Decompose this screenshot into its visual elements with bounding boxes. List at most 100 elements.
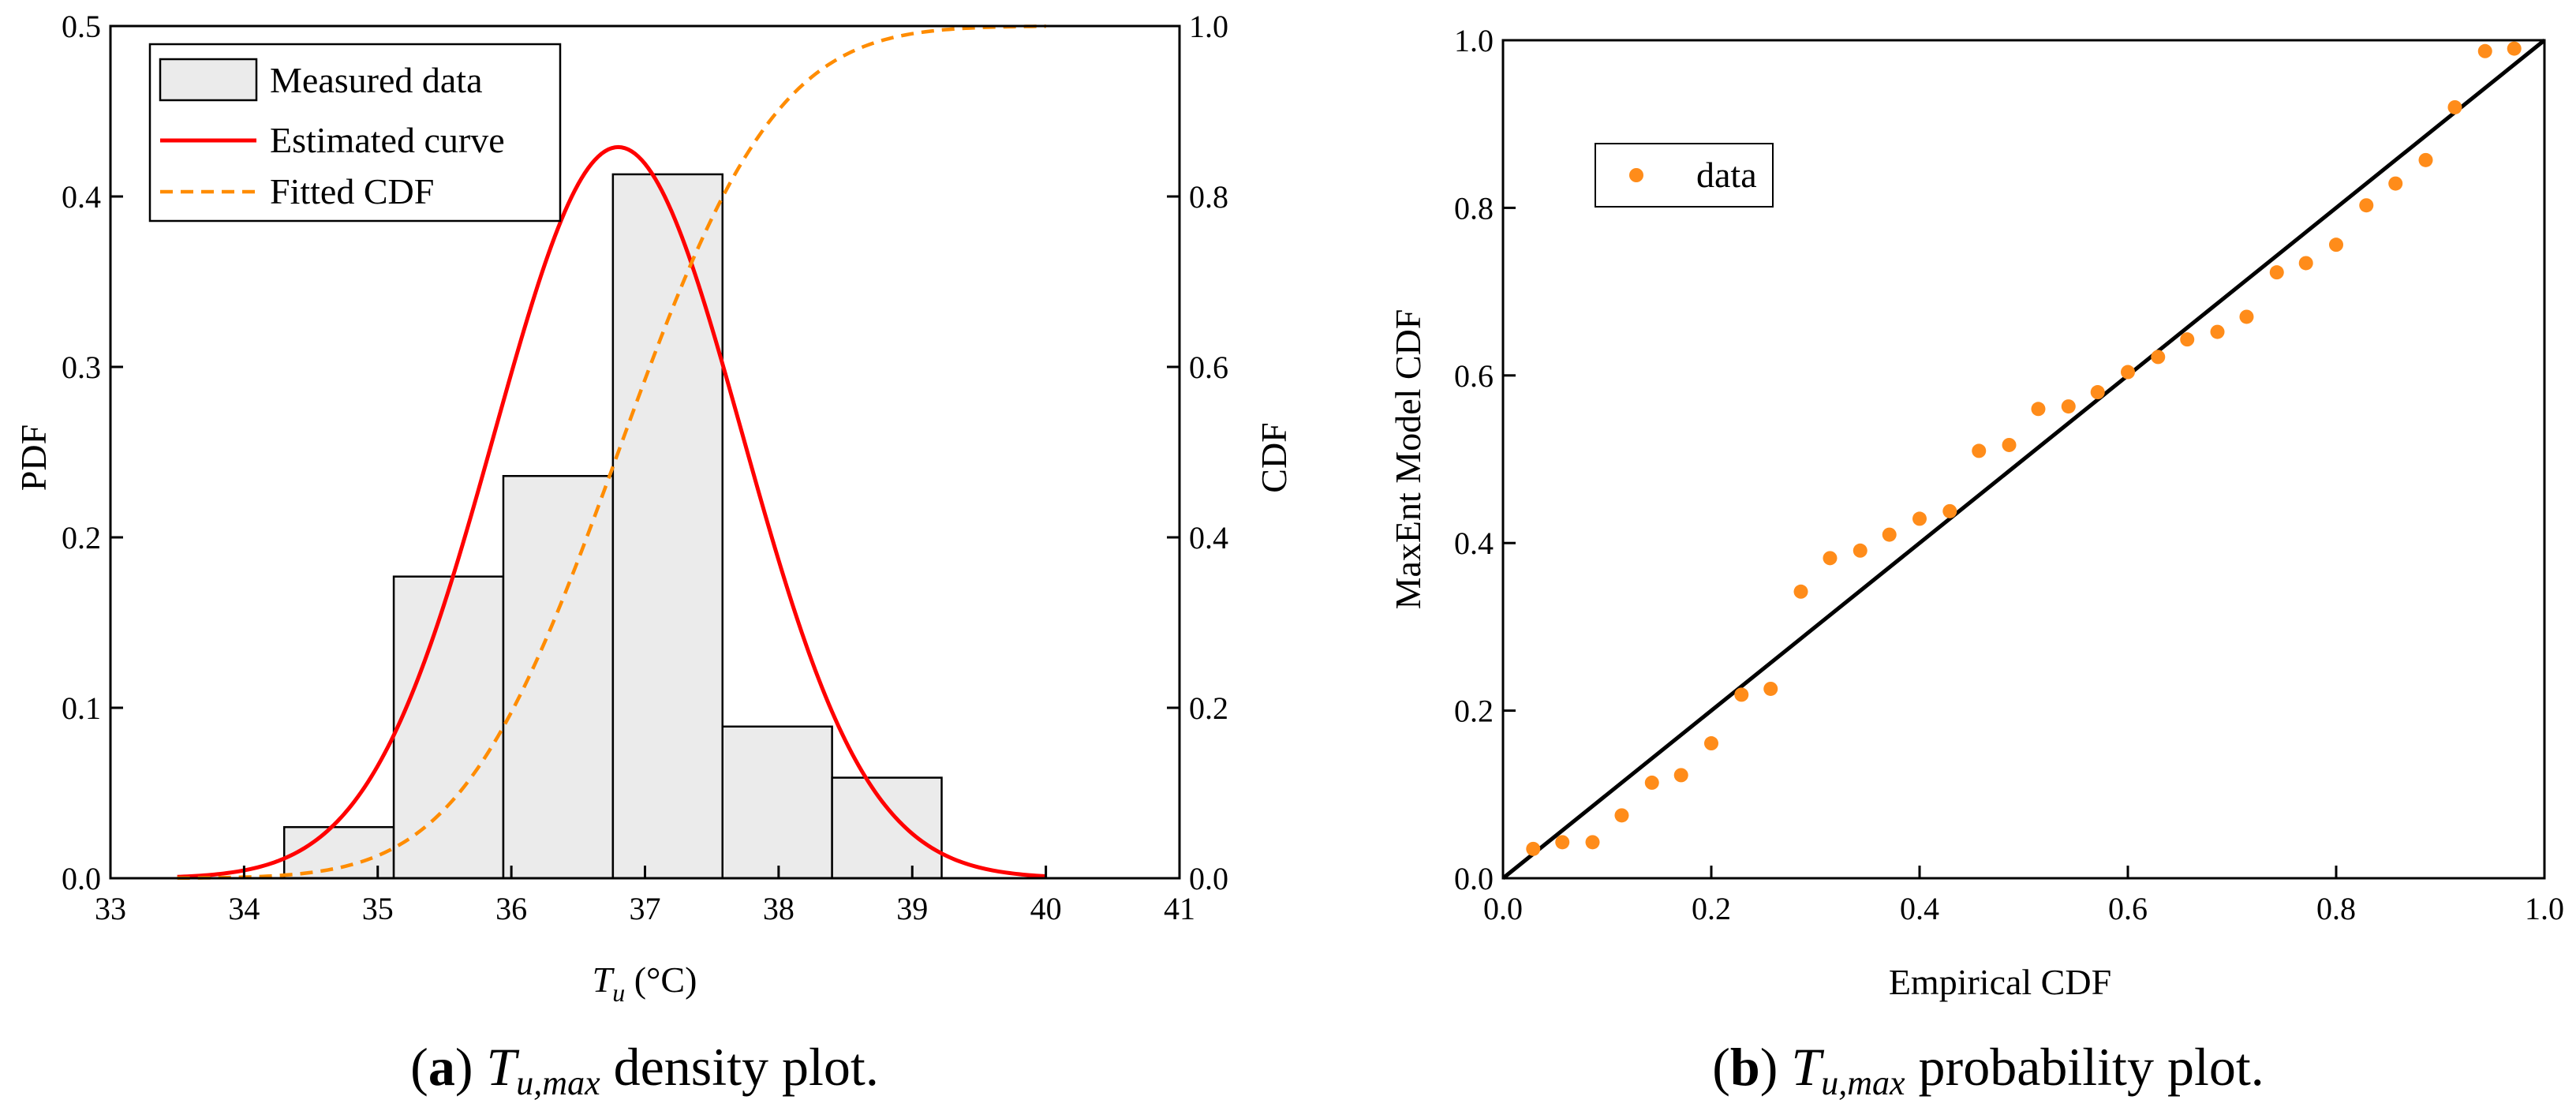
y2-axis-label-cdf: CDF	[1254, 422, 1294, 492]
x-tick-label-a-4: 37	[630, 891, 661, 926]
caption-a-open: (	[410, 1037, 428, 1097]
data-point-24	[2239, 309, 2254, 324]
legend-swatch-measured	[159, 58, 258, 102]
x-tick-label-a-2: 35	[362, 891, 394, 926]
y-axis-ticks-b: 0.0 0.2 0.4 0.6 0.8 1.0	[1454, 23, 1516, 896]
data-point-9	[1793, 584, 1808, 599]
x-tick-label-b-5: 1.0	[2525, 891, 2564, 926]
caption-a-label: a	[428, 1037, 455, 1097]
y-tick-label-a-5: 0.5	[62, 9, 101, 44]
caption-b-subscript: u,max	[1821, 1064, 1905, 1102]
y2-tick-label-a-5: 1.0	[1189, 9, 1228, 44]
data-point-4	[1644, 775, 1659, 790]
data-point-25	[2269, 265, 2284, 280]
data-point-0	[1526, 841, 1541, 856]
x-label-subscript: u	[612, 978, 625, 1007]
caption-b-close: )	[1760, 1037, 1792, 1097]
x-label-symbol: T	[593, 960, 615, 1000]
y-tick-label-a-3: 0.3	[62, 350, 101, 385]
data-point-5	[1673, 768, 1688, 783]
x-tick-label-b-2: 0.4	[1900, 891, 1939, 926]
data-point-14	[1942, 503, 1957, 518]
x-tick-label-a-7: 40	[1030, 891, 1062, 926]
caption-b-text: probability plot.	[1905, 1037, 2264, 1097]
y-tick-label-b-1: 0.2	[1454, 694, 1494, 729]
panel-b-probability-plot: 0.0 0.2 0.4 0.6 0.8 1.0 0.0 0.2 0.4 0.6 0.8 1.0 da…	[1388, 23, 2564, 1102]
histogram-bar-4	[721, 725, 833, 880]
legend-a: Measured data Estimated curve Fitted CDF	[148, 43, 562, 223]
data-point-21	[2151, 350, 2166, 365]
histogram-bar-2	[502, 474, 615, 880]
data-point-11	[1853, 543, 1868, 558]
data-point-3	[1614, 808, 1629, 823]
y-tick-label-a-1: 0.1	[62, 690, 101, 726]
panel-a-density-plot: 33 34 35 36 37 38 39 40 41 0.0 0.1 0.2 0.3 0.4 0.5 0.…	[13, 9, 1294, 1102]
x-tick-label-b-0: 0.0	[1483, 891, 1523, 926]
x-tick-label-a-0: 33	[95, 891, 126, 926]
data-point-32	[2477, 43, 2492, 58]
data-point-23	[2210, 324, 2225, 339]
y-tick-label-b-5: 1.0	[1454, 23, 1494, 58]
x-tick-label-a-5: 38	[763, 891, 794, 926]
y-tick-label-b-3: 0.6	[1454, 358, 1494, 394]
caption-a-symbol: T	[486, 1037, 519, 1097]
data-point-22	[2180, 332, 2195, 347]
y-axis-label-pdf: PDF	[13, 425, 54, 491]
x-axis-label-tu: Tu (°C)	[593, 960, 697, 1007]
legend-label-fitted-cdf: Fitted CDF	[270, 171, 434, 211]
y2-tick-label-a-3: 0.6	[1189, 350, 1228, 385]
x-tick-label-b-4: 0.8	[2316, 891, 2356, 926]
x-tick-label-a-1: 34	[228, 891, 260, 926]
histogram-bar-5	[831, 776, 943, 880]
y2-tick-label-a-1: 0.2	[1189, 690, 1228, 726]
caption-b-label: b	[1730, 1037, 1760, 1097]
data-point-8	[1763, 681, 1778, 696]
x-axis-ticks-a: 33 34 35 36 37 38 39 40 41	[95, 866, 1195, 926]
legend-label-measured: Measured data	[270, 60, 483, 100]
data-point-19	[2090, 385, 2105, 400]
data-point-31	[2447, 99, 2462, 114]
data-point-28	[2359, 198, 2374, 213]
x-tick-label-a-8: 41	[1164, 891, 1195, 926]
caption-b-symbol: T	[1791, 1037, 1824, 1097]
legend-marker-data	[1629, 168, 1643, 182]
estimated-pdf-curve	[177, 144, 1046, 879]
x-label-unit: (°C)	[625, 960, 697, 1000]
x-axis-label-empirical: Empirical CDF	[1889, 962, 2111, 1002]
data-point-16	[2002, 437, 2017, 452]
data-point-1	[1555, 835, 1570, 850]
y2-tick-label-a-4: 0.8	[1189, 179, 1228, 215]
y-tick-label-a-2: 0.2	[62, 520, 101, 556]
y-axis-ticks-a: 0.0 0.1 0.2 0.3 0.4 0.5	[62, 9, 123, 896]
legend-label-estimated: Estimated curve	[270, 120, 505, 160]
data-point-10	[1823, 551, 1838, 566]
data-point-27	[2329, 238, 2343, 252]
data-point-33	[2507, 41, 2522, 56]
data-point-26	[2298, 256, 2313, 271]
data-point-17	[2031, 402, 2046, 417]
caption-b-open: (	[1712, 1037, 1730, 1097]
x-tick-label-b-1: 0.2	[1692, 891, 1731, 926]
data-point-29	[2388, 176, 2403, 191]
y-tick-label-b-2: 0.4	[1454, 526, 1494, 561]
legend-label-data: data	[1696, 155, 1757, 195]
plot-frame-b	[1501, 39, 2546, 880]
data-point-18	[2061, 399, 2076, 414]
data-point-2	[1585, 835, 1600, 850]
caption-a-text: density plot.	[600, 1037, 879, 1097]
y-tick-label-b-4: 0.8	[1454, 190, 1494, 226]
x-axis-ticks-b: 0.0 0.2 0.4 0.6 0.8 1.0	[1483, 866, 2564, 926]
histogram-bar-0	[282, 825, 395, 880]
data-point-6	[1704, 736, 1718, 751]
histogram-bar-3	[611, 173, 723, 880]
data-point-13	[1912, 511, 1927, 526]
data-point-12	[1882, 527, 1897, 542]
data-point-15	[1972, 443, 1987, 458]
data-point-20	[2121, 365, 2135, 380]
reference-line-y-equals-x	[1501, 39, 2546, 880]
histogram-bar-1	[392, 575, 505, 880]
caption-a: (a) Tu,max density plot.	[410, 1037, 879, 1102]
y2-tick-label-a-0: 0.0	[1189, 861, 1228, 896]
scatter-points	[1526, 41, 2522, 856]
